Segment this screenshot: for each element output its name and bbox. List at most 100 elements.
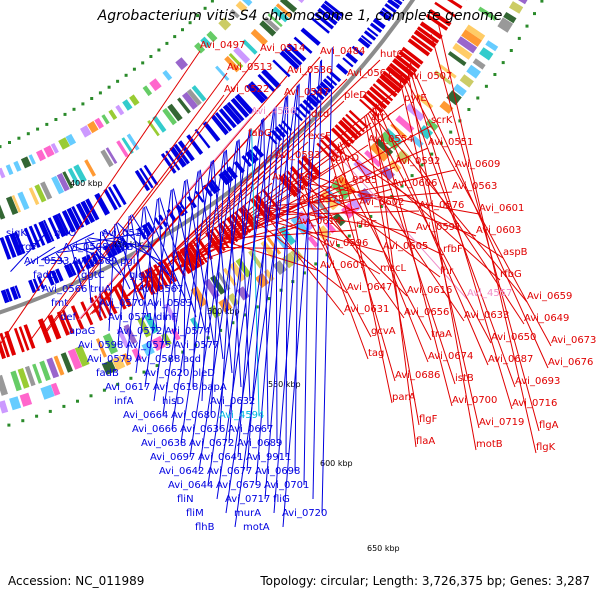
blue-leader-line [234,85,298,528]
guide-dot [476,96,480,100]
blue-leader-line [225,97,287,514]
blue-leader-line [294,83,300,472]
forward-gene-label: traA [431,329,452,340]
forward-gene-segment [70,305,85,330]
guide-dot [410,174,414,178]
guide-dot [243,313,247,317]
red-leader-line [408,64,513,410]
category-segment [479,47,494,61]
reverse-gene-segment [310,17,330,34]
red-leader-line [291,186,372,338]
category-segment [206,30,218,43]
category-segment [17,191,30,211]
feature-tracks [0,0,544,427]
guide-dot [430,152,434,156]
category-segment [485,40,499,52]
forward-gene-label: Avi_0616 [407,285,452,296]
category-segment [235,258,252,278]
forward-gene-label: lhr [440,266,454,277]
guide-dot [467,108,471,111]
category-segment [235,0,248,13]
category-segment [461,29,482,47]
category-segment [509,1,524,14]
reverse-gene-segment [241,155,252,167]
reverse-gene-segment [23,227,36,251]
category-segment [149,78,162,92]
reverse-gene-label: bapA [201,382,227,393]
reverse-gene-label: flhB [195,522,215,533]
forward-gene-label: Avi_0576 [419,200,464,211]
forward-gene-label: Avi_0591 [416,222,461,233]
forward-gene-segment [98,292,113,317]
reverse-gene-segment [143,164,159,186]
forward-gene-segment [13,327,25,353]
reverse-gene-segment [61,210,76,233]
red-leader-line [172,122,372,273]
reverse-gene-segment [272,59,291,78]
backbone-circle [0,0,416,315]
reverse-gene-segment [94,192,110,216]
guide-dot [21,419,25,423]
category-segment [161,332,172,346]
forward-gene-segment [382,70,404,90]
guide-dot [35,414,39,418]
blue-leader-line [55,252,74,276]
reverse-gene-segment [300,27,321,46]
guide-dot [8,141,11,144]
reverse-gene-label: Avi_0570 [99,298,144,309]
category-segment [250,28,268,46]
reverse-gene-segment [312,88,325,101]
category-segment [6,196,19,215]
blue-leader-line [131,214,179,290]
guide-dot [358,224,362,228]
category-segment [459,74,474,88]
guide-dot [90,97,94,100]
forward-gene-label: exsF [308,131,331,142]
reverse-gene-segment [210,114,229,136]
category-segment [67,348,83,370]
category-segment [218,297,233,313]
category-segment [266,236,282,255]
map-title: Agrobacterium vitis S4 chromosome 1, com… [97,8,503,24]
category-segment [108,109,118,120]
reverse-gene-label: Avi_0667 [228,424,273,435]
category-segment [94,117,104,129]
reverse-gene-segment [86,254,95,268]
reverse-gene-segment [14,285,22,299]
forward-gene-label: pleD [344,90,367,101]
category-segment [116,140,129,158]
category-segment [36,149,46,162]
category-segment [438,64,457,79]
category-segment [10,370,22,392]
reverse-gene-label: Avi_0571 [108,312,153,323]
category-segment [0,374,8,396]
blue-leader-line [264,84,299,500]
red-leader-line [43,94,225,335]
category-segment [191,85,207,102]
reverse-gene-label: Avi_0620 [144,368,189,379]
reverse-gene-label: def [60,312,77,323]
category-segment [275,3,292,18]
red-leader-line [306,172,477,237]
reverse-gene-segment [103,188,118,211]
reverse-gene-label: glgX [129,270,151,281]
category-segment [190,286,208,308]
reverse-gene-segment [202,121,221,142]
guide-dot [26,132,30,136]
reverse-gene-label: fadD [33,270,57,281]
category-segment [228,53,244,69]
reverse-gene-label: Avi_0680 [171,410,216,421]
reverse-gene-segment [369,22,383,33]
blue-leader-line [70,246,83,290]
reverse-gene-label: Avi_0697 [150,452,195,463]
reverse-gene-label: fliG [273,494,290,505]
forward-gene-label: flgF [419,414,438,425]
forward-gene-segment [348,109,369,129]
category-segment [28,154,36,165]
forward-gene-label: Avi_0561 [347,68,392,79]
forward-gene-label: hutC [380,49,404,60]
reverse-gene-segment [261,68,281,89]
blue-leader-line [115,223,140,304]
reverse-gene-label: Avi_0583 [147,298,192,309]
